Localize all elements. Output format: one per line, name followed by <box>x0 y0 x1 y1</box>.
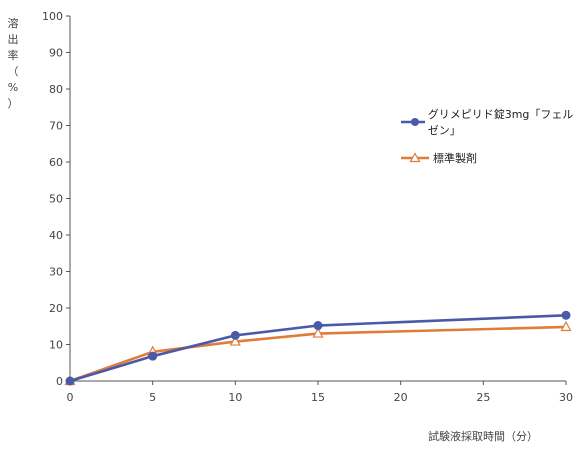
data-point-circle <box>148 351 158 361</box>
y-label-char: 出 <box>7 33 19 46</box>
y-tick-label: 10 <box>49 339 63 352</box>
axes: 0 10 20 30 40 50 60 70 80 90 100 0 5 10 15 20 25 30 <box>42 10 573 404</box>
y-tick-label: 60 <box>49 156 63 169</box>
x-axis-label: 試験液採取時間（分） <box>428 430 538 443</box>
y-label-char: 溶 <box>7 17 19 30</box>
y-tick-label: 70 <box>49 120 63 133</box>
x-tick-label: 25 <box>476 391 490 404</box>
data-point-circle <box>65 376 75 386</box>
x-tick-label: 20 <box>394 391 408 404</box>
y-label-char: ） <box>7 97 19 110</box>
legend-marker-circle-icon <box>401 118 425 126</box>
y-tick-label: 30 <box>49 266 63 279</box>
data-point-triangle <box>229 335 241 346</box>
data-point-triangle <box>560 320 572 332</box>
x-tick-label: 10 <box>228 391 242 404</box>
series-layer <box>64 310 572 386</box>
x-tick-label: 30 <box>559 391 573 404</box>
legend-item-reference: 標準製剤 <box>400 148 575 168</box>
y-label-char: （ <box>7 65 19 78</box>
y-tick-label: 100 <box>42 10 63 23</box>
data-point-circle <box>230 330 240 340</box>
y-tick-label: 20 <box>49 302 63 315</box>
y-tick-label: 90 <box>49 47 63 60</box>
y-label-char: % <box>7 81 19 94</box>
data-point-circle <box>313 321 323 331</box>
y-tick-label: 0 <box>56 375 63 388</box>
y-tick-label: 80 <box>49 83 63 96</box>
x-tick-label: 0 <box>67 391 74 404</box>
legend: グリメピリド錠3mg「フェルゼン」 標準製剤 <box>400 108 575 184</box>
x-tick-label: 5 <box>149 391 156 404</box>
y-tick-label: 50 <box>49 193 63 206</box>
y-tick-label: 40 <box>49 229 63 242</box>
legend-label: グリメピリド錠3mg「フェルゼン」 <box>427 108 574 137</box>
legend-marker-triangle-icon <box>401 152 429 163</box>
data-point-circle <box>561 310 571 320</box>
legend-item-test: グリメピリド錠3mg「フェルゼン」 <box>400 108 575 137</box>
y-axis-label: 溶 出 率 （ % ） <box>6 16 20 112</box>
x-tick-label: 15 <box>311 391 325 404</box>
data-point-triangle <box>312 327 324 338</box>
y-label-char: 率 <box>7 49 19 62</box>
legend-label: 標準製剤 <box>433 152 477 165</box>
